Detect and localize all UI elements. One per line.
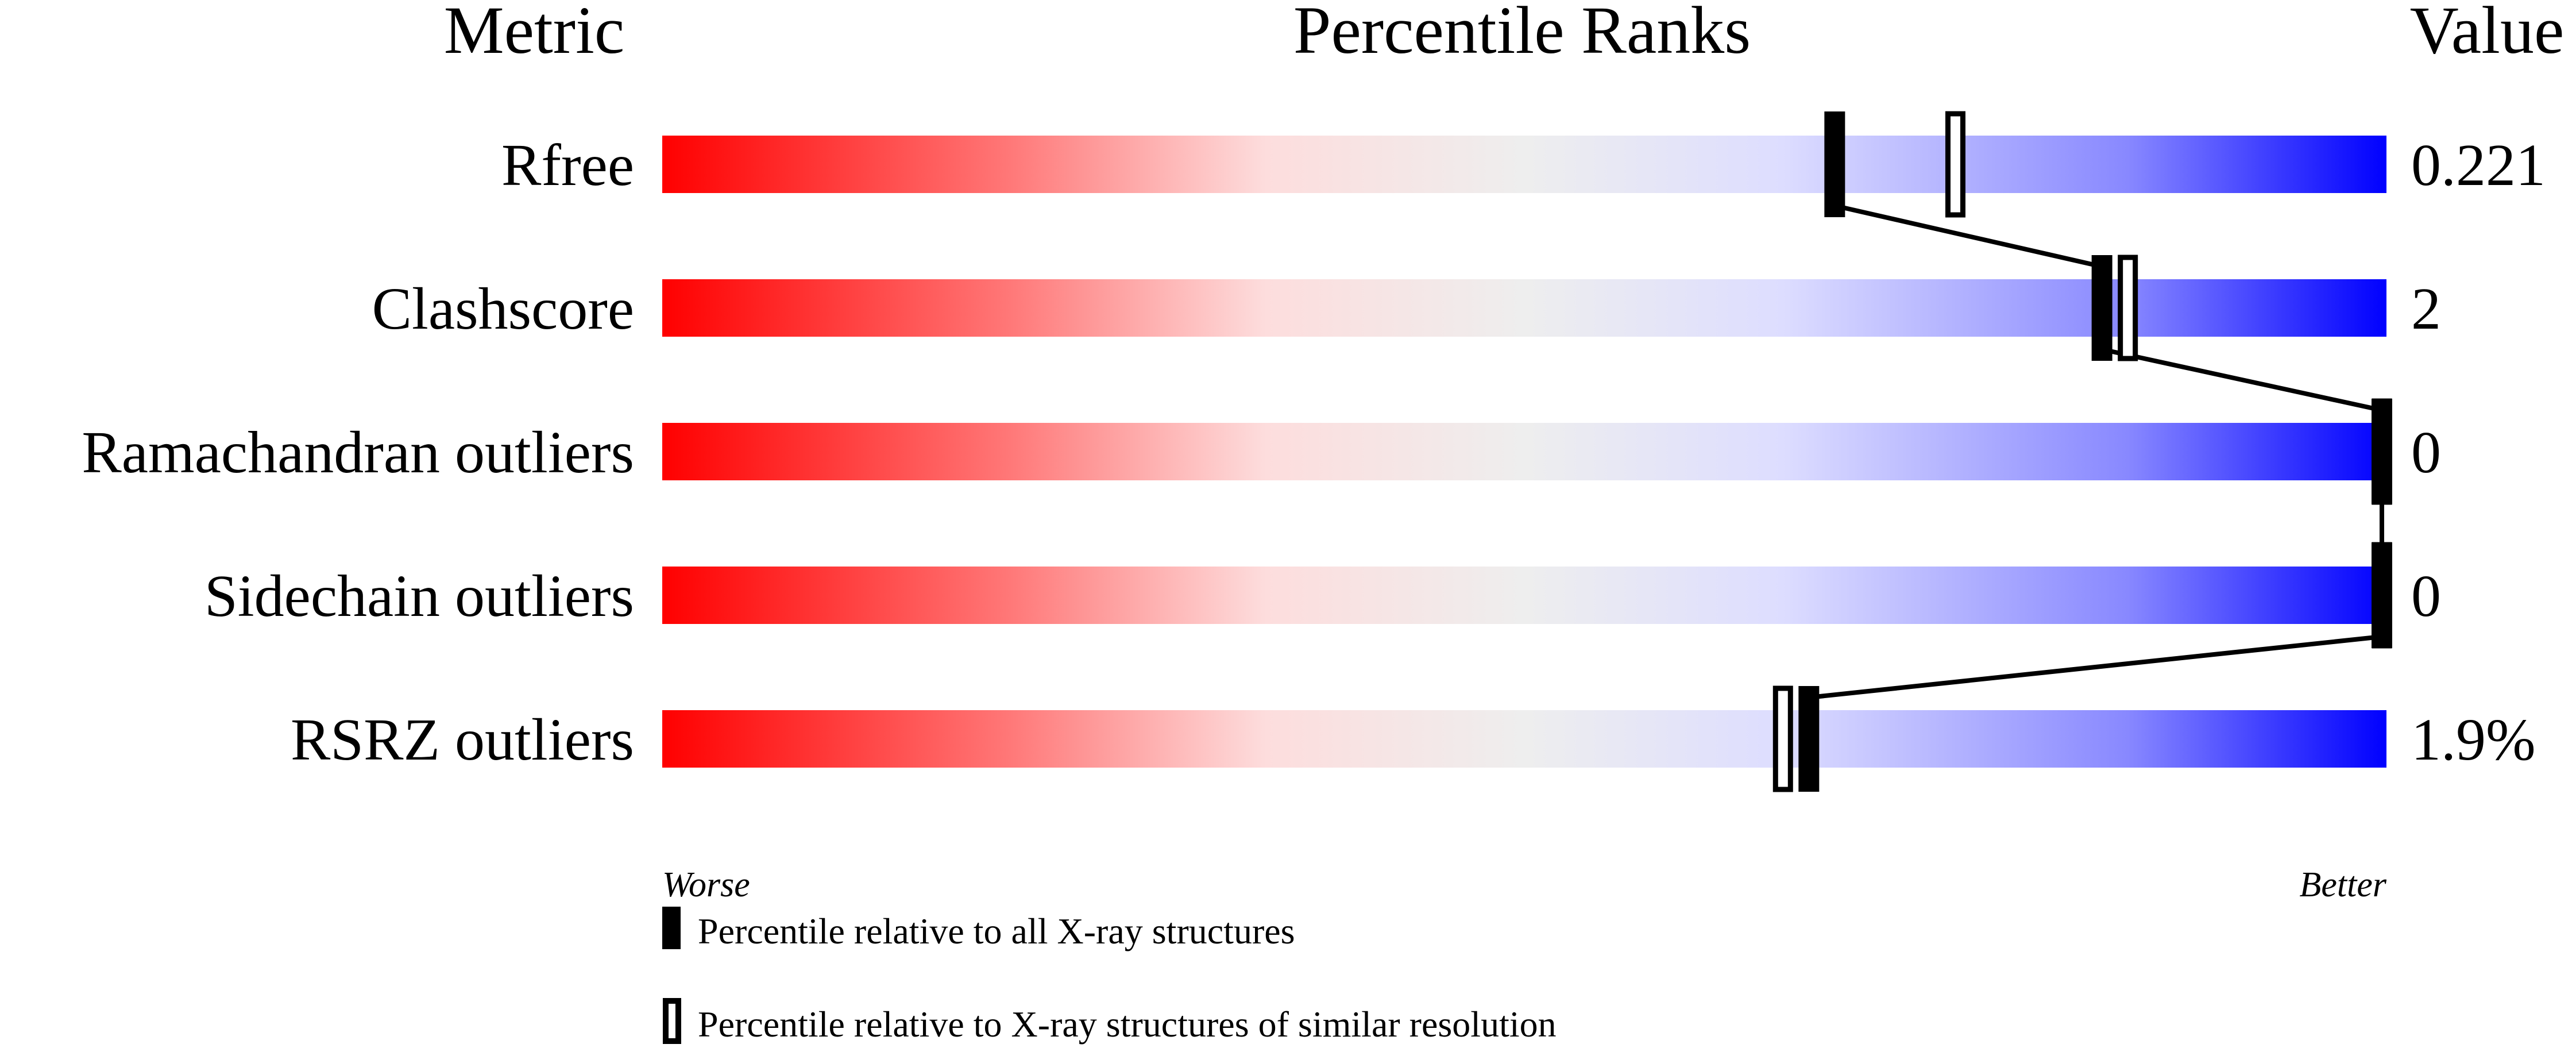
- worse-label: Worse: [662, 865, 750, 904]
- marker-similar-resolution: [1945, 111, 1965, 218]
- metric-value: 0: [2411, 419, 2441, 486]
- percentile-bar: [662, 710, 2386, 768]
- metric-value: 2: [2411, 276, 2441, 342]
- percentile-bar: [662, 423, 2386, 480]
- connector-line: [1834, 203, 2103, 269]
- metric-label: Sidechain outliers: [204, 563, 634, 629]
- marker-all-structures: [2372, 542, 2392, 648]
- marker-similar-resolution: [1772, 685, 1793, 792]
- marker-all-structures: [2372, 399, 2392, 504]
- metric-value: 1.9%: [2411, 707, 2536, 773]
- legend-filled-marker: [662, 907, 681, 949]
- percentile-bar: [662, 136, 2386, 193]
- marker-all-structures: [2091, 255, 2112, 361]
- legend-filled-label: Percentile relative to all X-ray structu…: [698, 911, 1295, 951]
- legend-open-label: Percentile relative to X-ray structures …: [698, 1004, 1557, 1045]
- metric-label: Rfree: [501, 132, 634, 198]
- metric-label: Clashscore: [372, 276, 634, 342]
- marker-all-structures: [1798, 686, 1820, 792]
- connector-line: [1808, 634, 2382, 700]
- header-metric: Metric: [444, 0, 625, 68]
- metric-value: 0: [2411, 563, 2441, 629]
- better-label: Better: [2300, 865, 2387, 904]
- header-percentile-ranks: Percentile Ranks: [1293, 0, 1751, 68]
- metric-value: 0.221: [2411, 132, 2546, 198]
- marker-all-structures: [1824, 111, 1845, 217]
- legend-open-marker: [663, 998, 681, 1044]
- header-value: Value: [2410, 0, 2565, 68]
- metric-label: RSRZ outliers: [291, 707, 634, 773]
- percentile-bar: [662, 567, 2386, 624]
- connector-line: [2101, 347, 2382, 413]
- metric-label: Ramachandran outliers: [82, 419, 634, 486]
- marker-similar-resolution: [2118, 255, 2138, 361]
